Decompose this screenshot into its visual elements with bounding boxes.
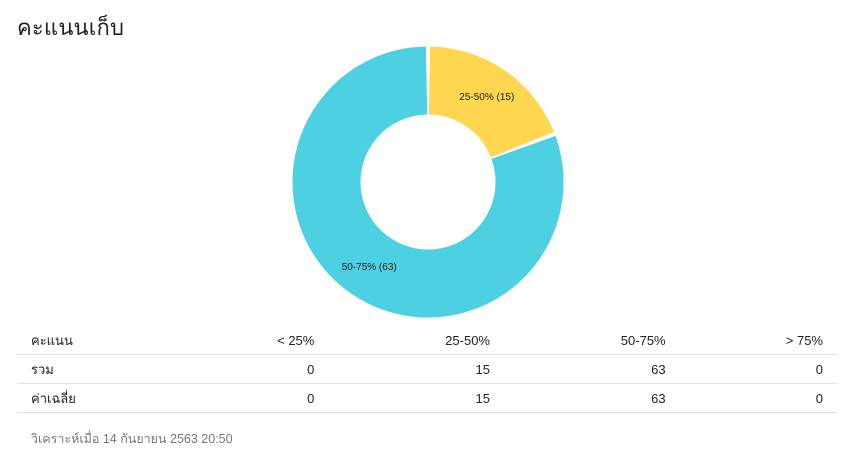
cell-value: 15 — [328, 354, 504, 384]
cell-value: 15 — [328, 383, 504, 413]
donut-chart: 25-50% (15) 50-75% (63) — [292, 46, 564, 318]
row-label: รวม — [17, 354, 171, 384]
slice-label: 50-75% (63) — [342, 262, 397, 273]
row-label: ค่าเฉลี่ย — [17, 383, 171, 413]
donut-slice-50-75%[interactable] — [292, 46, 564, 318]
header-gt-75: > 75% — [679, 326, 837, 355]
page-title: คะแนนเก็บ — [17, 16, 125, 41]
table-row: รวม 0 15 63 0 — [17, 354, 837, 384]
cell-value: 0 — [679, 354, 837, 384]
cell-value: 0 — [171, 354, 329, 384]
score-table: คะแนน < 25% 25-50% 50-75% > 75% รวม 0 15… — [17, 326, 837, 413]
cell-value: 63 — [503, 383, 680, 413]
cell-value: 63 — [503, 354, 680, 384]
analysis-timestamp: วิเคราะห์เมื่อ 14 กันยายน 2563 20:50 — [31, 432, 233, 446]
header-25-50: 25-50% — [328, 326, 504, 355]
cell-value: 0 — [679, 383, 837, 413]
header-50-75: 50-75% — [503, 326, 680, 355]
table-header-row: คะแนน < 25% 25-50% 50-75% > 75% — [17, 326, 837, 355]
table-row: ค่าเฉลี่ย 0 15 63 0 — [17, 383, 837, 413]
header-score: คะแนน — [17, 326, 171, 355]
donut-chart-svg: 25-50% (15) 50-75% (63) — [292, 46, 564, 318]
cell-value: 0 — [171, 383, 329, 413]
header-lt-25: < 25% — [171, 326, 329, 355]
slice-label: 25-50% (15) — [459, 92, 514, 103]
donut-slice-25-50%[interactable] — [428, 46, 554, 158]
